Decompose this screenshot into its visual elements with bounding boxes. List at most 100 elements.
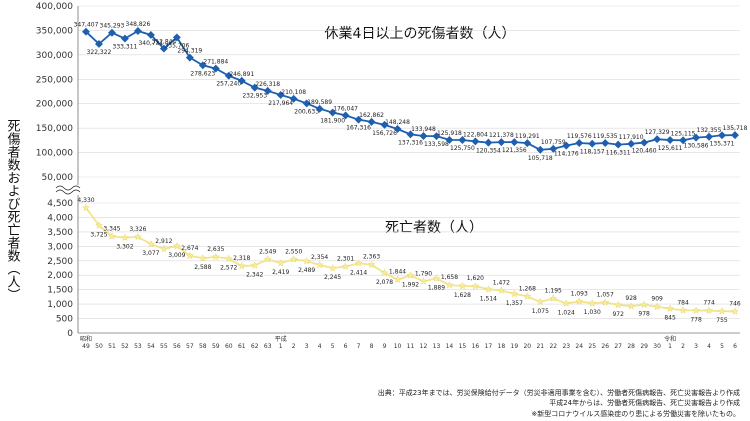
upper-data-label: 246,891	[229, 71, 254, 78]
upper-data-label: 114,176	[554, 151, 579, 158]
x-tick-label: 13	[433, 343, 441, 350]
upper-chart-title: 休業4日以上の死傷者数（人）	[325, 26, 516, 42]
lower-point	[367, 260, 376, 269]
lower-data-label: 2,363	[363, 254, 380, 261]
upper-point	[679, 136, 688, 145]
lower-data-label: 2,414	[350, 269, 367, 276]
upper-data-label: 232,953	[242, 93, 267, 100]
upper-data-label: 176,047	[333, 105, 358, 112]
upper-point	[562, 141, 571, 150]
upper-data-label: 312,844	[151, 39, 176, 46]
upper-data-label: 278,623	[190, 70, 215, 77]
lower-point	[133, 232, 142, 241]
source-note-3: ※新型コロナウイルス感染症のり患による労働災害を除いたもの。	[531, 409, 740, 418]
x-tick-label: 59	[212, 343, 220, 350]
upper-data-label: 271,884	[203, 59, 228, 66]
lower-point	[536, 297, 545, 306]
upper-data-label: 133,948	[411, 126, 436, 133]
x-tick-label: 9	[383, 343, 387, 350]
lower-data-label: 845	[664, 315, 676, 322]
x-tick-label: 24	[575, 343, 583, 350]
lower-point	[666, 304, 674, 312]
lower-point	[575, 297, 584, 305]
lower-point	[484, 285, 493, 293]
x-tick-label: 58	[199, 343, 207, 350]
x-tick-label: 54	[147, 343, 155, 350]
upper-data-label: 130,586	[684, 143, 709, 150]
lower-y-tick: 3,000	[47, 242, 73, 252]
x-tick-label: 60	[225, 343, 233, 350]
upper-data-label: 135,718	[723, 125, 748, 132]
lower-point	[419, 277, 428, 285]
lower-point	[393, 275, 402, 284]
upper-data-label: 116,311	[606, 150, 631, 157]
lower-y-tick: 2,000	[47, 271, 73, 281]
lower-point	[198, 254, 207, 262]
lower-data-label: 3,077	[142, 250, 159, 257]
lower-point	[224, 254, 233, 263]
x-tick-label: 22	[549, 343, 557, 350]
lower-point	[549, 294, 558, 302]
lower-point	[679, 306, 687, 314]
upper-point	[666, 136, 675, 145]
upper-point	[705, 132, 713, 141]
upper-point	[523, 139, 532, 148]
upper-point	[237, 76, 246, 85]
lower-data-label: 1,472	[493, 279, 510, 286]
lower-data-label: 2,550	[285, 248, 302, 255]
upper-point	[601, 139, 610, 147]
upper-data-label: 335,706	[164, 42, 189, 49]
x-tick-label: 55	[160, 343, 168, 350]
lower-data-label: 778	[690, 317, 702, 324]
x-tick-label: 17	[485, 343, 493, 350]
upper-data-label: 119,535	[593, 133, 618, 140]
x-tick-label: 19	[511, 343, 519, 350]
upper-data-label: 333,311	[113, 44, 138, 51]
x-tick-label: 23	[562, 343, 570, 350]
lower-y-tick: 3,500	[47, 228, 73, 238]
source-note-2: 平成24年からは、労働者死傷病報告、死亡災害報告より作成	[549, 398, 740, 407]
lower-data-label: 1,268	[519, 285, 536, 292]
upper-point	[133, 27, 142, 35]
upper-point	[120, 34, 129, 43]
lower-data-label: 784	[677, 299, 689, 306]
x-tick-label: 7	[357, 343, 361, 350]
upper-data-label: 135,371	[710, 140, 735, 147]
x-tick-label: 4	[707, 343, 711, 350]
x-tick-label: 53	[134, 343, 142, 350]
upper-point	[549, 144, 558, 153]
lower-data-label: 3,302	[116, 244, 133, 251]
upper-point	[627, 139, 636, 148]
lower-data-label: 1,357	[506, 300, 523, 307]
lower-data-label: 1,057	[597, 291, 614, 298]
x-tick-label: 25	[588, 343, 596, 350]
lower-data-label: 2,078	[376, 279, 393, 286]
lower-data-label: 4,330	[77, 197, 94, 204]
lower-point	[601, 298, 610, 306]
upper-data-label: 105,718	[528, 155, 553, 162]
x-era-label: 令和	[664, 335, 676, 343]
x-tick-label: 63	[264, 343, 272, 350]
x-tick-label: 15	[459, 343, 467, 350]
lower-point	[328, 263, 337, 272]
x-tick-label: 5	[331, 343, 335, 350]
lower-point	[458, 281, 467, 290]
upper-point	[497, 138, 506, 147]
upper-y-tick: 350,000	[36, 26, 73, 36]
upper-data-label: 119,576	[567, 133, 592, 140]
x-tick-label: 12	[420, 343, 428, 350]
lower-point	[263, 255, 272, 263]
upper-point	[575, 139, 584, 147]
x-tick-label: 61	[238, 343, 246, 350]
lower-point	[82, 203, 90, 212]
upper-data-label: 125,611	[658, 145, 683, 152]
lower-y-tick: 2,500	[47, 257, 73, 267]
lower-data-label: 755	[716, 317, 728, 324]
x-tick-label: 50	[95, 343, 103, 350]
upper-data-label: 120,460	[632, 148, 657, 155]
x-tick-label: 21	[536, 343, 544, 350]
lower-data-label: 2,549	[259, 248, 276, 255]
lower-point	[718, 307, 726, 315]
upper-y-tick: 250,000	[36, 75, 73, 85]
x-tick-label: 18	[498, 343, 506, 350]
